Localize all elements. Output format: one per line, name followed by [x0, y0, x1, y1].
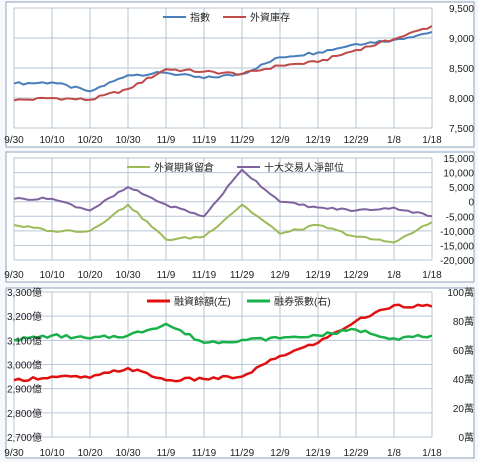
x-tick-label: 11/19 [192, 135, 217, 146]
series-line-0-1 [13, 25, 433, 102]
y-tick-label: -5,000 [446, 212, 475, 223]
y-tick-label: 2,800億 [7, 407, 42, 420]
x-tick-label: 12/19 [305, 135, 330, 146]
panel-index-y-ticks: 7,500 8,000 8,500 9,000 9,500 [449, 4, 474, 135]
y-tick-label: 10,000 [443, 169, 474, 180]
panel-futures-lines [13, 168, 433, 244]
panel-futures: -20,000 -15,000 -10,000 -5,000 0 5,000 10,000 1… [4, 151, 475, 283]
panel-margin-lines [13, 303, 433, 383]
y-tick-label: 3,300億 [7, 286, 42, 299]
panel-futures-legend: 外資期貨留倉 十大交易人淨部位 [127, 161, 344, 174]
y-tick-label: -15,000 [440, 241, 474, 252]
panel-index-legend: 指數 外資庫存 [163, 11, 290, 24]
y-tick-label-right: 80萬 [453, 315, 474, 328]
panel-index-lines [13, 25, 433, 102]
y-tick-label: 2,900億 [7, 383, 42, 396]
panel-index-x-ticks: 9/30 10/10 10/20 10/30 11/9 11/19 11/29 12/9 12/… [4, 135, 442, 146]
x-tick-label: 1/8 [387, 135, 401, 146]
x-tick-label: 11/19 [192, 270, 217, 281]
y-tick-label: 3,000億 [7, 359, 42, 372]
legend-label-top10: 十大交易人淨部位 [264, 161, 344, 174]
legend-label-foreign-futures: 外資期貨留倉 [154, 161, 214, 174]
x-tick-label: 10/20 [77, 270, 102, 281]
x-tick-label: 10/10 [39, 270, 64, 281]
series-line-1-1 [13, 168, 433, 218]
x-tick-label: 10/20 [77, 135, 102, 146]
y-tick-label: 2,700億 [7, 431, 42, 444]
x-tick-label: 11/19 [192, 448, 217, 459]
x-tick-label: 11/9 [157, 270, 176, 281]
y-tick-label: 0 [468, 198, 474, 209]
y-tick-label: -20,000 [440, 256, 474, 267]
x-tick-label: 12/29 [343, 135, 368, 146]
series-line-0-0 [13, 31, 433, 93]
series-line-1-0 [13, 203, 433, 244]
y-tick-label: 3,200億 [7, 310, 42, 323]
x-tick-label: 1/18 [422, 270, 442, 281]
x-tick-label: 9/30 [4, 270, 24, 281]
x-tick-label: 12/29 [343, 270, 368, 281]
x-tick-label: 11/29 [230, 448, 255, 459]
y-tick-label-right: 0萬 [458, 431, 474, 444]
panel-index-grid [13, 7, 433, 129]
y-tick-label: 9,000 [449, 34, 474, 45]
panel-margin-legend: 融資餘額(左) 融券張數(右) [147, 295, 331, 308]
series-line-2-1 [13, 322, 433, 345]
y-tick-label: 8,500 [449, 64, 474, 75]
x-tick-label: 11/29 [230, 270, 255, 281]
y-tick-label-right: 40萬 [453, 373, 474, 386]
y-tick-label: 7,500 [449, 124, 474, 135]
y-tick-label: 5,000 [449, 183, 474, 194]
panel-margin-frame [5, 287, 475, 459]
y-tick-label: 8,000 [449, 94, 474, 105]
panel-margin: 2,700億 2,800億 2,900億 3,000億 3,100億 3,200億 3,30… [4, 286, 475, 459]
legend-label-index: 指數 [190, 11, 210, 24]
panel-futures-x-ticks: 9/30 10/10 10/20 10/30 11/9 11/19 11/29 12/9 12/… [4, 270, 442, 281]
x-tick-label: 1/8 [387, 448, 401, 459]
x-tick-label: 11/29 [230, 135, 255, 146]
x-tick-label: 12/9 [270, 270, 290, 281]
x-tick-label: 12/9 [270, 135, 290, 146]
x-tick-label: 1/18 [422, 448, 442, 459]
x-tick-label: 11/9 [157, 448, 176, 459]
panel-margin-grid [13, 291, 433, 438]
y-tick-label: -10,000 [440, 227, 474, 238]
x-tick-label: 11/9 [157, 135, 176, 146]
x-tick-label: 10/30 [115, 448, 140, 459]
x-tick-label: 12/19 [305, 270, 330, 281]
x-tick-label: 1/8 [387, 270, 401, 281]
x-tick-label: 10/20 [77, 448, 102, 459]
y-tick-label: 3,100億 [7, 334, 42, 347]
y-tick-label-right: 20萬 [453, 402, 474, 415]
legend-label-foreign-inventory: 外資庫存 [250, 11, 290, 24]
panel-margin-y-ticks-left: 2,700億 2,800億 2,900億 3,000億 3,100億 3,200億 3,30… [7, 286, 42, 444]
x-tick-label: 10/30 [115, 135, 140, 146]
panel-margin-x-ticks: 9/30 10/10 10/20 10/30 11/9 11/19 11/29 12/9 12/… [4, 448, 442, 459]
x-tick-label: 10/10 [39, 135, 64, 146]
panel-index: 7,500 8,000 8,500 9,000 9,500 9/30 10/10 10/20… [4, 1, 475, 148]
x-tick-label: 12/9 [270, 448, 290, 459]
x-tick-label: 9/30 [4, 135, 24, 146]
panel-margin-y-ticks-right: 0萬 20萬 40萬 60萬 80萬 100萬 [447, 286, 474, 444]
x-tick-label: 12/19 [305, 448, 330, 459]
series-line-2-0 [13, 303, 433, 383]
x-tick-label: 9/30 [4, 448, 24, 459]
panel-futures-y-ticks: -20,000 -15,000 -10,000 -5,000 0 5,000 10,000 1… [440, 154, 474, 267]
panel-futures-grid [13, 157, 433, 261]
y-tick-label-right: 60萬 [453, 344, 474, 357]
x-tick-label: 10/10 [39, 448, 64, 459]
legend-label-short-balance: 融券張數(右) [274, 295, 331, 308]
x-tick-label: 10/30 [115, 270, 140, 281]
x-tick-label: 1/18 [422, 135, 442, 146]
legend-label-margin-balance: 融資餘額(左) [174, 295, 231, 308]
x-tick-label: 12/29 [343, 448, 368, 459]
y-tick-label-right: 100萬 [447, 286, 474, 299]
y-tick-label: 15,000 [443, 154, 474, 165]
y-tick-label: 9,500 [449, 4, 474, 15]
